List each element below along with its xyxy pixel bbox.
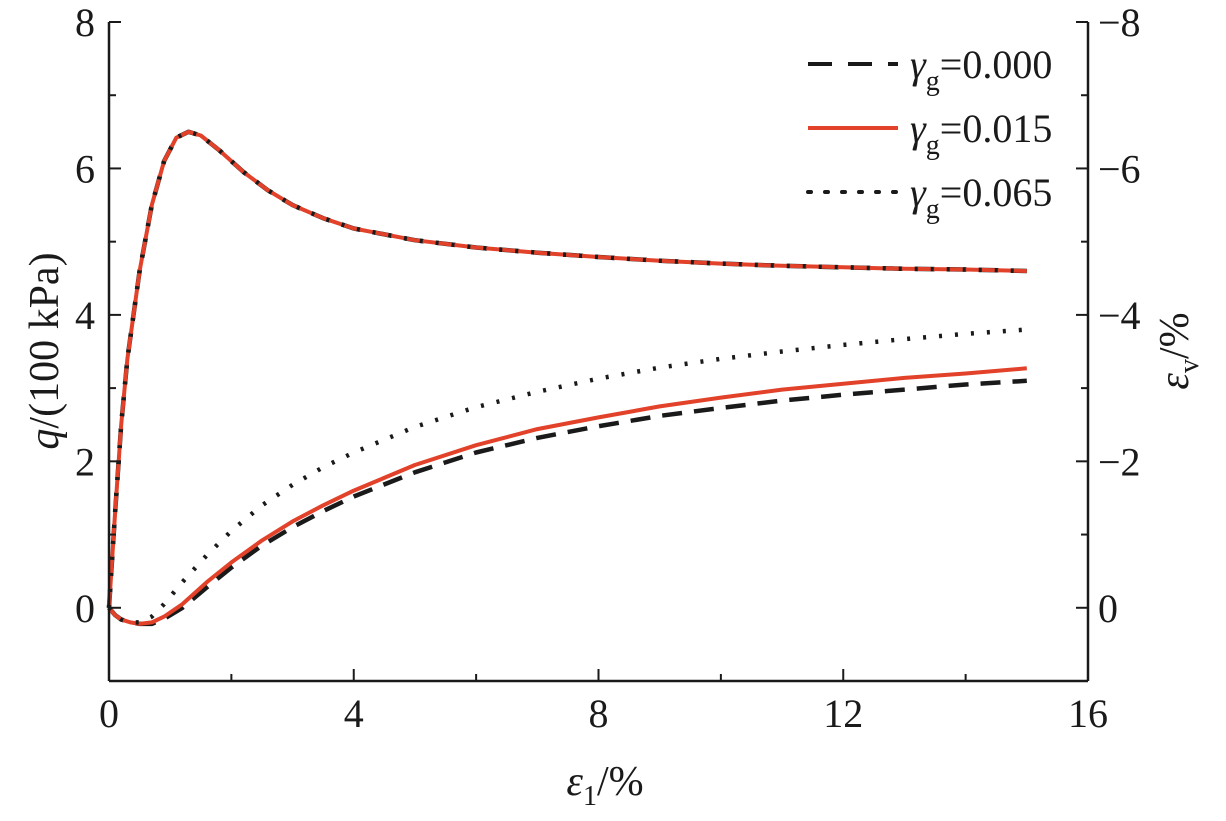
right-y-tick-label: −8 (1098, 0, 1141, 45)
left-y-tick-label: 2 (75, 439, 95, 484)
right-y-tick-label: 0 (1098, 586, 1118, 631)
left-y-tick-label: 8 (75, 0, 95, 45)
x-axis-title-subscript: 1 (583, 781, 597, 812)
series-2-volumetric-strain-line (107, 327, 1027, 625)
right-y-axis-title-subscript: v (1174, 359, 1205, 373)
x-tick-label: 12 (823, 691, 863, 736)
tick-labels: 0 4 8 12 16 0 2 4 6 8 0 −2 −4 −6 −8 (75, 0, 1141, 736)
right-y-axis-title-symbol: ε (1152, 373, 1198, 390)
series-1-volumetric-strain-line (107, 366, 1027, 626)
legend-label-1: γg=0.015 (910, 106, 1052, 161)
x-tick-label: 8 (589, 691, 609, 736)
left-y-axis-title-suffix: /(100 kPa) (22, 252, 68, 428)
x-tick-label: 16 (1068, 691, 1108, 736)
series-1-deviator-stress-line (107, 129, 1027, 608)
legend: γg=0.000 γg=0.015 γg=0.065 (806, 42, 1052, 225)
right-y-tick-label: −2 (1098, 439, 1141, 484)
series-2-deviator-stress-line (106, 129, 1027, 608)
x-tick-label: 4 (344, 691, 364, 736)
x-tick-label: 0 (99, 691, 119, 736)
x-axis-title-suffix: /% (597, 759, 644, 805)
right-y-axis-title-suffix: /% (1152, 312, 1198, 359)
series-0-volumetric-strain-line (107, 378, 1027, 627)
legend-label-0: γg=0.000 (910, 42, 1052, 97)
right-y-tick-label: −4 (1098, 293, 1141, 338)
right-y-axis-title: εv/% (1152, 312, 1205, 389)
left-y-tick-label: 6 (75, 146, 95, 191)
left-y-axis-title: q/(100 kPa) (22, 252, 68, 449)
x-axis-title-symbol: ε (566, 759, 583, 805)
right-y-tick-label: −6 (1098, 146, 1141, 191)
plot-series (106, 129, 1027, 627)
ticks (108, 21, 1089, 682)
legend-label-2: γg=0.065 (910, 170, 1052, 225)
left-y-tick-label: 0 (75, 586, 95, 631)
series-0-deviator-stress-line (106, 129, 1027, 608)
left-y-tick-label: 4 (75, 293, 95, 338)
x-axis-title: ε1/% (566, 759, 643, 812)
left-y-axis-title-symbol: q (22, 429, 68, 450)
